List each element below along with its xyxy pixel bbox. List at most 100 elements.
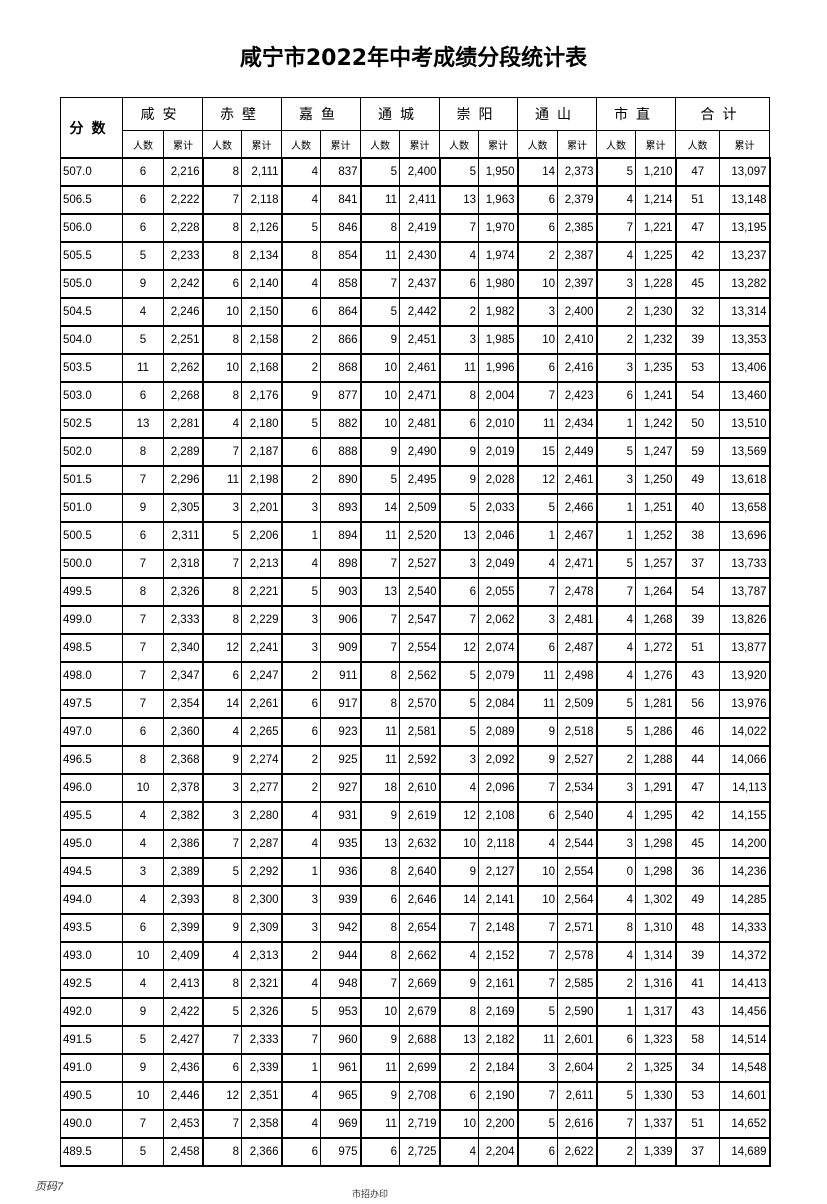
count-cell: 4	[281, 969, 321, 999]
count-cell: 8	[202, 213, 242, 243]
count-cell: 13	[439, 1025, 479, 1055]
cumulative-cell: 2,490	[399, 437, 441, 467]
cumulative-cell: 925	[320, 745, 362, 775]
cumulative-cell: 2,393	[163, 885, 204, 915]
cumulative-cell: 2,632	[399, 829, 441, 859]
count-cell: 7	[122, 1109, 164, 1139]
count-cell: 10	[122, 941, 164, 971]
cumulative-cell: 2,182	[478, 1025, 519, 1055]
count-cell: 2	[596, 1137, 636, 1167]
count-cell: 7	[517, 941, 558, 971]
count-cell: 7	[202, 549, 242, 579]
cumulative-cell: 2,601	[557, 1025, 598, 1055]
score-cell: 501.5	[60, 465, 123, 495]
cumulative-cell: 2,725	[399, 1137, 441, 1167]
cumulative-cell: 14,548	[719, 1053, 771, 1083]
cumulative-cell: 2,430	[399, 241, 441, 271]
count-cell: 7	[122, 549, 164, 579]
score-cell: 505.5	[60, 241, 123, 271]
count-cell: 14	[360, 493, 400, 523]
cumulative-cell: 14,689	[719, 1137, 771, 1167]
count-cell: 10	[439, 1109, 479, 1139]
cumulative-cell: 854	[320, 241, 362, 271]
cumulative-cell: 2,527	[399, 549, 441, 579]
count-cell: 6	[202, 269, 242, 299]
cumulative-cell: 2,274	[241, 745, 283, 775]
count-cell: 5	[122, 241, 164, 271]
count-cell: 3	[596, 353, 636, 383]
cumulative-cell: 13,510	[719, 409, 771, 439]
cumulative-cell: 2,158	[241, 325, 283, 355]
count-cell: 39	[675, 941, 720, 971]
cumulative-cell: 2,046	[478, 521, 519, 551]
cumulative-cell: 2,201	[241, 493, 283, 523]
cumulative-cell: 1,325	[635, 1053, 677, 1083]
count-cell: 10	[517, 325, 558, 355]
count-cell: 42	[675, 801, 720, 831]
table-row: 505.5 5 2,233 8 2,134 8 854 11 2,430 4 1,974 2 2,387…	[60, 241, 771, 271]
count-cell: 4	[281, 1081, 321, 1111]
cumulative-cell: 2,055	[478, 577, 519, 607]
cumulative-cell: 2,168	[241, 353, 283, 383]
cumulative-cell: 2,292	[241, 857, 283, 887]
cumulative-cell: 2,458	[163, 1137, 204, 1167]
count-cell: 7	[439, 913, 479, 943]
score-cell: 502.5	[60, 409, 123, 439]
cumulative-cell: 13,282	[719, 269, 771, 299]
cumulative-cell: 969	[320, 1109, 362, 1139]
score-cell: 493.0	[60, 941, 123, 971]
cumulative-cell: 2,378	[163, 773, 204, 803]
cumulative-cell: 2,427	[163, 1025, 204, 1055]
score-cell: 495.5	[60, 801, 123, 831]
cumulative-cell: 2,509	[399, 493, 441, 523]
count-cell: 5	[439, 717, 479, 747]
count-cell: 51	[675, 185, 720, 215]
cumulative-cell: 936	[320, 857, 362, 887]
cumulative-cell: 1,264	[635, 577, 677, 607]
count-cell: 6	[281, 1137, 321, 1167]
cumulative-cell: 2,333	[241, 1025, 283, 1055]
cumulative-cell: 2,446	[163, 1081, 204, 1111]
count-cell: 10	[360, 353, 400, 383]
count-cell: 7	[517, 1081, 558, 1111]
table-row: 496.0 10 2,378 3 2,277 2 927 18 2,610 4 2,096 7 2,53…	[60, 773, 771, 803]
count-cell: 5	[517, 1109, 558, 1139]
count-cell: 8	[281, 241, 321, 271]
cumulative-cell: 13,826	[719, 605, 771, 635]
cumulative-cell: 1,291	[635, 773, 677, 803]
count-cell: 4	[517, 549, 558, 579]
table-row: 505.0 9 2,242 6 2,140 4 858 7 2,437 6 1,980 10 2,397…	[60, 269, 771, 299]
cumulative-cell: 1,228	[635, 269, 677, 299]
count-cell: 8	[202, 325, 242, 355]
count-cell: 15	[517, 437, 558, 467]
cumulative-cell: 935	[320, 829, 362, 859]
cumulative-cell: 14,113	[719, 773, 771, 803]
cumulative-cell: 2,233	[163, 241, 204, 271]
cumulative-cell: 2,373	[557, 157, 598, 187]
cumulative-cell: 2,161	[478, 969, 519, 999]
table-row: 500.0 7 2,318 7 2,213 4 898 7 2,527 3 2,049 4 2,471 5…	[60, 549, 771, 579]
cumulative-cell: 2,622	[557, 1137, 598, 1167]
cumulative-cell: 2,242	[163, 269, 204, 299]
cumulative-cell: 14,066	[719, 745, 771, 775]
count-cell: 4	[281, 549, 321, 579]
count-cell: 51	[675, 633, 720, 663]
cumulative-cell: 2,222	[163, 185, 204, 215]
count-cell: 11	[360, 521, 400, 551]
cumulative-cell: 877	[320, 381, 362, 411]
count-cell: 4	[439, 1137, 479, 1167]
cumulative-cell: 2,368	[163, 745, 204, 775]
cumulative-cell: 1,970	[478, 213, 519, 243]
cumulative-cell: 2,126	[241, 213, 283, 243]
cumulative-cell: 2,347	[163, 661, 204, 691]
count-cell: 6	[439, 577, 479, 607]
count-cell: 8	[360, 689, 400, 719]
count-cell: 4	[122, 969, 164, 999]
count-cell: 9	[360, 325, 400, 355]
cumulative-cell: 2,340	[163, 633, 204, 663]
cumulative-cell: 2,176	[241, 381, 283, 411]
score-cell: 498.0	[60, 661, 123, 691]
count-cell: 3	[202, 493, 242, 523]
cumulative-cell: 2,416	[557, 353, 598, 383]
cumulative-cell: 975	[320, 1137, 362, 1167]
